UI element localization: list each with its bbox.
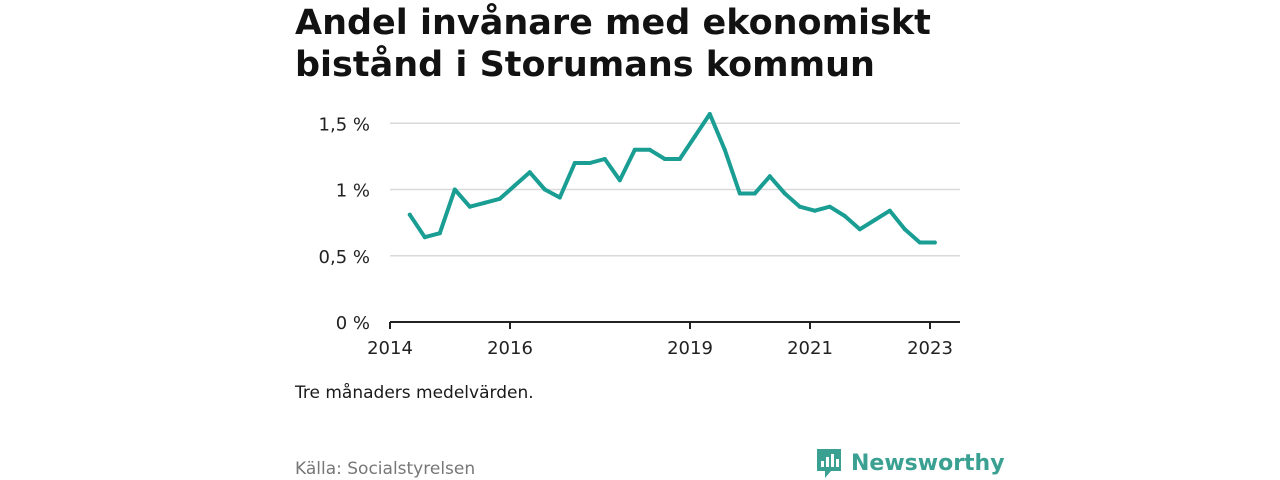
data-point [497,196,502,201]
data-point [752,191,757,196]
y-tick-label: 1 % [336,181,370,202]
data-point [857,227,862,232]
chart-title: Andel invånare med ekonomiskt bistånd i … [295,3,931,85]
data-point [557,195,562,200]
data-point [437,231,442,236]
line-chart: 0 % 0,5 % 1 % 1,5 % 2014 2016 2019 2021 2023 [319,112,960,359]
data-point [632,147,637,152]
chart-note: Tre månaders medelvärden. [295,383,534,403]
data-point [767,174,772,179]
x-tick-label: 2019 [667,338,713,359]
brand-name: Newsworthy [851,450,1005,476]
data-point [542,187,547,192]
data-point [617,178,622,183]
data-point [407,212,412,217]
data-point [692,134,697,139]
data-point [572,161,577,165]
y-tick-label: 0 % [336,313,370,334]
data-point [452,187,457,192]
data-point [422,235,427,240]
data-point [707,112,712,116]
x-tick-label: 2016 [487,338,533,359]
data-point [722,147,727,152]
data-point [812,208,817,213]
data-point [887,208,892,213]
data-point [932,240,937,245]
data-series [407,112,937,245]
data-point [647,147,652,152]
y-axis-labels: 0 % 0,5 % 1 % 1,5 % [319,114,370,334]
data-point [902,227,907,232]
x-axis: 2014 2016 2019 2021 2023 [367,321,960,359]
data-point [782,191,787,196]
newsworthy-logo[interactable]: Newsworthy [815,446,1005,480]
data-point [482,200,487,205]
data-point [737,191,742,196]
data-point [872,218,877,222]
y-tick-label: 0,5 % [319,247,370,268]
data-point [677,157,682,161]
data-point [467,204,472,209]
data-point [827,204,832,209]
data-point [527,170,532,175]
x-tick-label: 2023 [907,338,953,359]
x-tick-label: 2021 [787,338,833,359]
gridlines [390,122,960,257]
source-label: Källa: Socialstyrelsen [295,459,476,479]
data-point [587,161,592,165]
newsworthy-logo-icon [817,449,841,478]
data-point [917,240,922,245]
data-point [602,157,607,161]
data-point [662,157,667,161]
data-point [842,214,847,218]
x-tick-label: 2014 [367,338,413,359]
data-point [512,183,517,188]
y-tick-label: 1,5 % [319,114,370,135]
data-point [797,204,802,209]
series-line [407,112,937,245]
